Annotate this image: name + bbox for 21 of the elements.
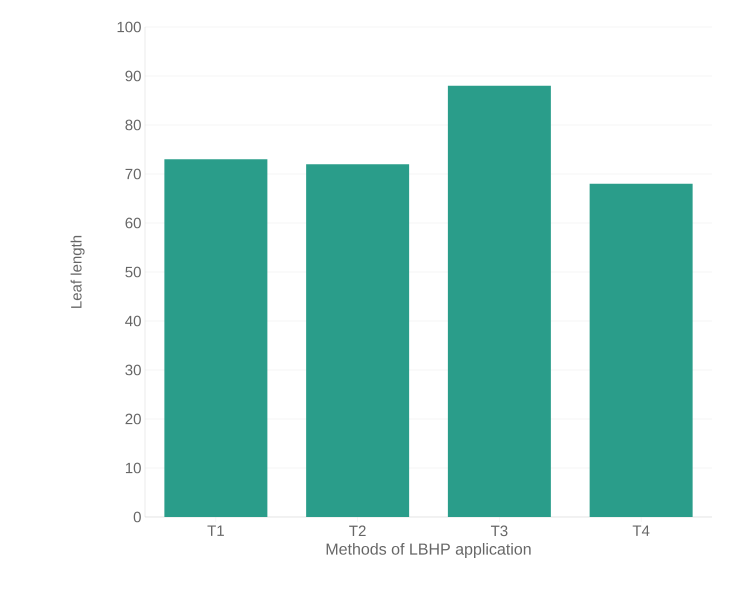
y-tick-label: 50 xyxy=(125,266,141,278)
y-tick-label: 30 xyxy=(125,364,141,376)
y-axis-title: Leaf length xyxy=(70,236,85,308)
x-axis-title: Methods of LBHP application xyxy=(326,543,531,558)
bar xyxy=(306,164,410,517)
y-tick-label: 40 xyxy=(125,316,141,326)
bar xyxy=(448,86,551,517)
x-tick-label: T4 xyxy=(632,526,650,536)
y-tick-label: 10 xyxy=(126,462,141,474)
bar xyxy=(590,184,693,517)
x-tick-label: T1 xyxy=(207,526,224,536)
x-tick-label: T3 xyxy=(490,526,508,536)
y-tick-label: 90 xyxy=(125,70,141,82)
y-tick-label: 80 xyxy=(125,120,141,130)
bar xyxy=(164,159,268,517)
x-tick-label: T2 xyxy=(349,526,366,536)
y-tick-label: 100 xyxy=(118,22,141,32)
y-tick-label: 70 xyxy=(126,168,141,180)
y-tick-label: 20 xyxy=(126,414,141,424)
y-tick-label: 0 xyxy=(134,512,141,522)
y-tick-label: 60 xyxy=(126,218,141,228)
